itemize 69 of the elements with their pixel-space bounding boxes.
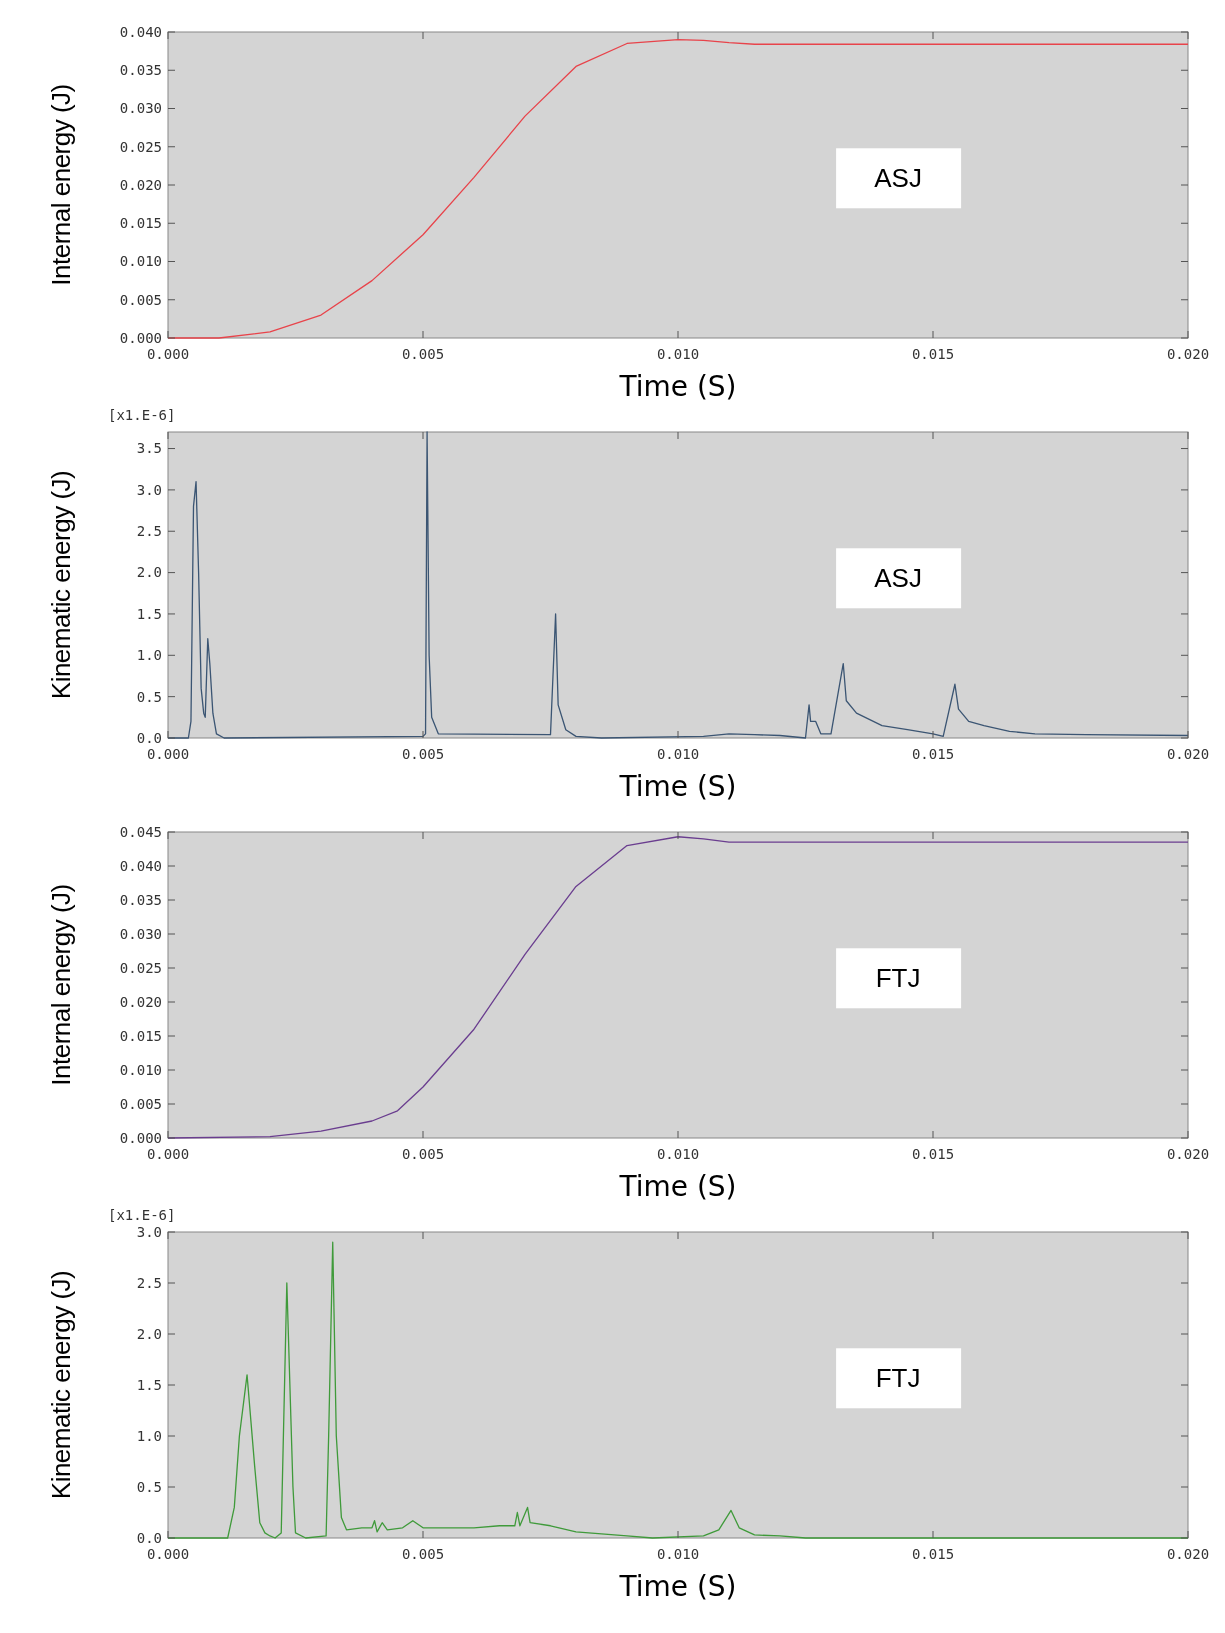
y-tick-label: 2.0	[136, 564, 162, 581]
x-tick-label: 0.020	[1166, 1546, 1210, 1562]
y-tick-label: 0.020	[119, 993, 162, 1010]
y-tick-label: 0.005	[119, 1095, 162, 1112]
y-tick-label: 0.025	[119, 959, 162, 976]
y-tick-label: 3.5	[136, 440, 162, 457]
y-tick-label: 0.030	[119, 100, 162, 117]
x-tick-label: 0.010	[656, 346, 700, 362]
x-tick-label: 0.020	[1166, 1146, 1210, 1162]
x-tick-label: 0.000	[146, 346, 190, 362]
x-axis-title: Time (S)	[618, 370, 737, 403]
x-tick-label: 0.005	[401, 1146, 445, 1162]
x-tick-label: 0.000	[146, 1146, 190, 1162]
y-tick-label: 0.005	[119, 291, 162, 308]
y-tick-label: 1.5	[136, 605, 162, 622]
y-tick-label: 0.0	[136, 1529, 162, 1546]
y-tick-label: 0.015	[119, 1027, 162, 1044]
x-tick-label: 0.005	[401, 1546, 445, 1562]
text: [x1.E-6]	[108, 1207, 176, 1223]
y-tick-label: 1.0	[136, 647, 162, 664]
y-tick-label: 0.5	[136, 1478, 162, 1495]
y-tick-label: 0.015	[119, 215, 162, 232]
x-tick-label: 0.000	[146, 746, 190, 762]
y-tick-label: 0.040	[119, 23, 162, 40]
x-axis-title: Time (S)	[618, 770, 737, 803]
y-tick-label: 0.010	[119, 1061, 162, 1078]
y-axis-title: Internal energy (J)	[46, 884, 76, 1086]
x-tick-label: 0.010	[656, 746, 700, 762]
x-tick-label: 0.015	[911, 346, 955, 362]
y-axis-title: Internal energy (J)	[46, 84, 76, 286]
y-tick-label: 0.045	[119, 823, 162, 840]
y-tick-label: 2.5	[136, 1274, 162, 1291]
y-tick-label: 0.030	[119, 925, 162, 942]
x-axis-title: Time (S)	[618, 1570, 737, 1603]
x-tick-label: 0.005	[401, 346, 445, 362]
y-tick-label: 0.000	[119, 329, 162, 346]
y-tick-label: 0.035	[119, 891, 162, 908]
text: [x1.E-6]	[108, 407, 176, 423]
x-tick-label: 0.020	[1166, 746, 1210, 762]
y-tick-label: 2.5	[136, 523, 162, 540]
x-tick-label: 0.005	[401, 746, 445, 762]
y-tick-label: 0.5	[136, 688, 162, 705]
y-tick-label: 0.020	[119, 176, 162, 193]
y-tick-label: 3.0	[136, 1223, 162, 1240]
x-axis-title: Time (S)	[618, 1170, 737, 1203]
x-tick-label: 0.010	[656, 1146, 700, 1162]
y-tick-label: 0.025	[119, 138, 162, 155]
annotation: FTJ	[875, 1363, 921, 1394]
y-tick-label: 0.000	[119, 1129, 162, 1146]
y-tick-label: 0.040	[119, 857, 162, 874]
y-tick-label: 3.0	[136, 481, 162, 498]
x-tick-label: 0.010	[656, 1546, 700, 1562]
annotation: ASJ	[874, 563, 922, 594]
y-tick-label: 0.035	[119, 62, 162, 79]
y-axis-title: Kinematic energy (J)	[46, 1270, 76, 1500]
line-series	[167, 431, 1189, 739]
y-tick-label: 0.0	[136, 729, 162, 746]
x-tick-label: 0.000	[146, 1546, 190, 1562]
annotation: FTJ	[875, 963, 921, 994]
y-tick-label: 1.5	[136, 1376, 162, 1393]
x-tick-label: 0.020	[1166, 346, 1210, 362]
y-tick-label: 0.010	[119, 253, 162, 270]
x-tick-label: 0.015	[911, 746, 955, 762]
x-tick-label: 0.015	[911, 1546, 955, 1562]
x-tick-label: 0.015	[911, 1146, 955, 1162]
annotation: ASJ	[874, 163, 922, 194]
y-tick-label: 2.0	[136, 1325, 162, 1342]
y-tick-label: 1.0	[136, 1427, 162, 1444]
y-axis-title: Kinematic energy (J)	[46, 470, 76, 700]
